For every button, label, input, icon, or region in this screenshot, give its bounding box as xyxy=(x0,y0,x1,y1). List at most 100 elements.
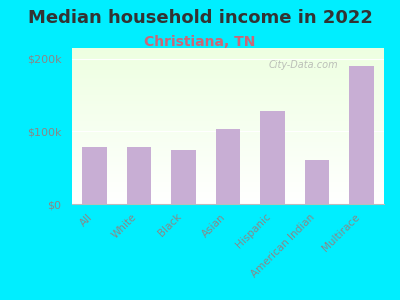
Bar xyxy=(72,62,384,64)
Bar xyxy=(72,54,384,56)
Bar xyxy=(72,195,384,196)
Bar xyxy=(72,145,384,146)
Bar xyxy=(72,174,384,176)
Bar xyxy=(72,110,384,112)
Bar xyxy=(72,95,384,96)
Bar xyxy=(72,48,384,50)
Bar xyxy=(72,135,384,137)
Bar xyxy=(72,67,384,68)
Bar xyxy=(72,121,384,123)
Bar xyxy=(72,101,384,103)
Bar xyxy=(72,151,384,152)
Bar xyxy=(72,61,384,62)
Bar xyxy=(72,159,384,160)
Bar xyxy=(72,196,384,198)
Bar xyxy=(72,92,384,93)
Bar xyxy=(72,68,384,70)
Bar xyxy=(72,191,384,193)
Bar xyxy=(72,142,384,143)
Bar xyxy=(72,51,384,53)
Bar xyxy=(72,106,384,107)
Bar xyxy=(72,70,384,71)
Bar xyxy=(72,173,384,174)
Bar xyxy=(72,149,384,151)
Bar xyxy=(72,65,384,67)
Bar xyxy=(72,100,384,101)
Bar xyxy=(72,79,384,81)
Bar xyxy=(72,59,384,61)
Bar xyxy=(72,107,384,109)
Bar xyxy=(72,126,384,128)
Bar xyxy=(72,190,384,191)
Bar xyxy=(72,112,384,113)
Bar xyxy=(72,171,384,173)
Bar xyxy=(72,201,384,202)
Bar xyxy=(72,152,384,154)
Bar xyxy=(72,50,384,51)
Bar xyxy=(72,56,384,57)
Bar xyxy=(72,154,384,156)
Bar xyxy=(72,148,384,149)
Bar xyxy=(72,164,384,165)
Bar xyxy=(72,82,384,84)
Bar xyxy=(72,129,384,131)
Bar xyxy=(72,199,384,201)
Bar xyxy=(72,143,384,145)
Bar xyxy=(82,147,106,204)
Bar xyxy=(72,167,384,168)
Bar xyxy=(72,124,384,126)
Bar xyxy=(72,132,384,134)
Bar xyxy=(72,168,384,170)
Bar xyxy=(72,113,384,115)
Bar xyxy=(72,117,384,118)
Bar xyxy=(72,157,384,159)
Bar xyxy=(72,187,384,188)
Bar xyxy=(72,137,384,139)
Bar xyxy=(72,188,384,190)
Bar xyxy=(72,53,384,54)
Bar xyxy=(72,98,384,100)
Bar xyxy=(72,93,384,95)
Bar xyxy=(72,78,384,79)
Bar xyxy=(72,146,384,148)
Bar xyxy=(72,140,384,142)
Bar xyxy=(72,88,384,90)
Bar xyxy=(72,118,384,120)
Text: City-Data.com: City-Data.com xyxy=(268,61,338,70)
Bar xyxy=(171,150,196,204)
Bar xyxy=(72,81,384,82)
Bar xyxy=(72,193,384,195)
Bar xyxy=(72,165,384,166)
Bar xyxy=(72,202,384,204)
Bar xyxy=(72,162,384,164)
Bar xyxy=(72,73,384,74)
Bar xyxy=(260,111,285,204)
Bar xyxy=(72,131,384,132)
Bar xyxy=(72,87,384,88)
Bar xyxy=(72,179,384,181)
Bar xyxy=(72,71,384,73)
Bar xyxy=(72,178,384,179)
Bar xyxy=(72,103,384,104)
Text: Christiana, TN: Christiana, TN xyxy=(144,34,256,49)
Bar xyxy=(72,170,384,171)
Bar xyxy=(72,109,384,110)
Bar xyxy=(72,84,384,86)
Bar xyxy=(305,160,330,204)
Bar xyxy=(72,64,384,65)
Bar xyxy=(72,198,384,199)
Bar xyxy=(72,134,384,135)
Bar xyxy=(72,139,384,140)
Bar xyxy=(72,184,384,185)
Bar xyxy=(72,90,384,92)
Bar xyxy=(72,185,384,187)
Bar xyxy=(72,176,384,178)
Bar xyxy=(72,85,384,87)
Bar xyxy=(72,123,384,124)
Bar xyxy=(72,57,384,59)
Bar xyxy=(72,104,384,106)
Bar xyxy=(72,160,384,162)
Bar xyxy=(72,74,384,76)
Bar xyxy=(72,182,384,184)
Bar xyxy=(350,66,374,204)
